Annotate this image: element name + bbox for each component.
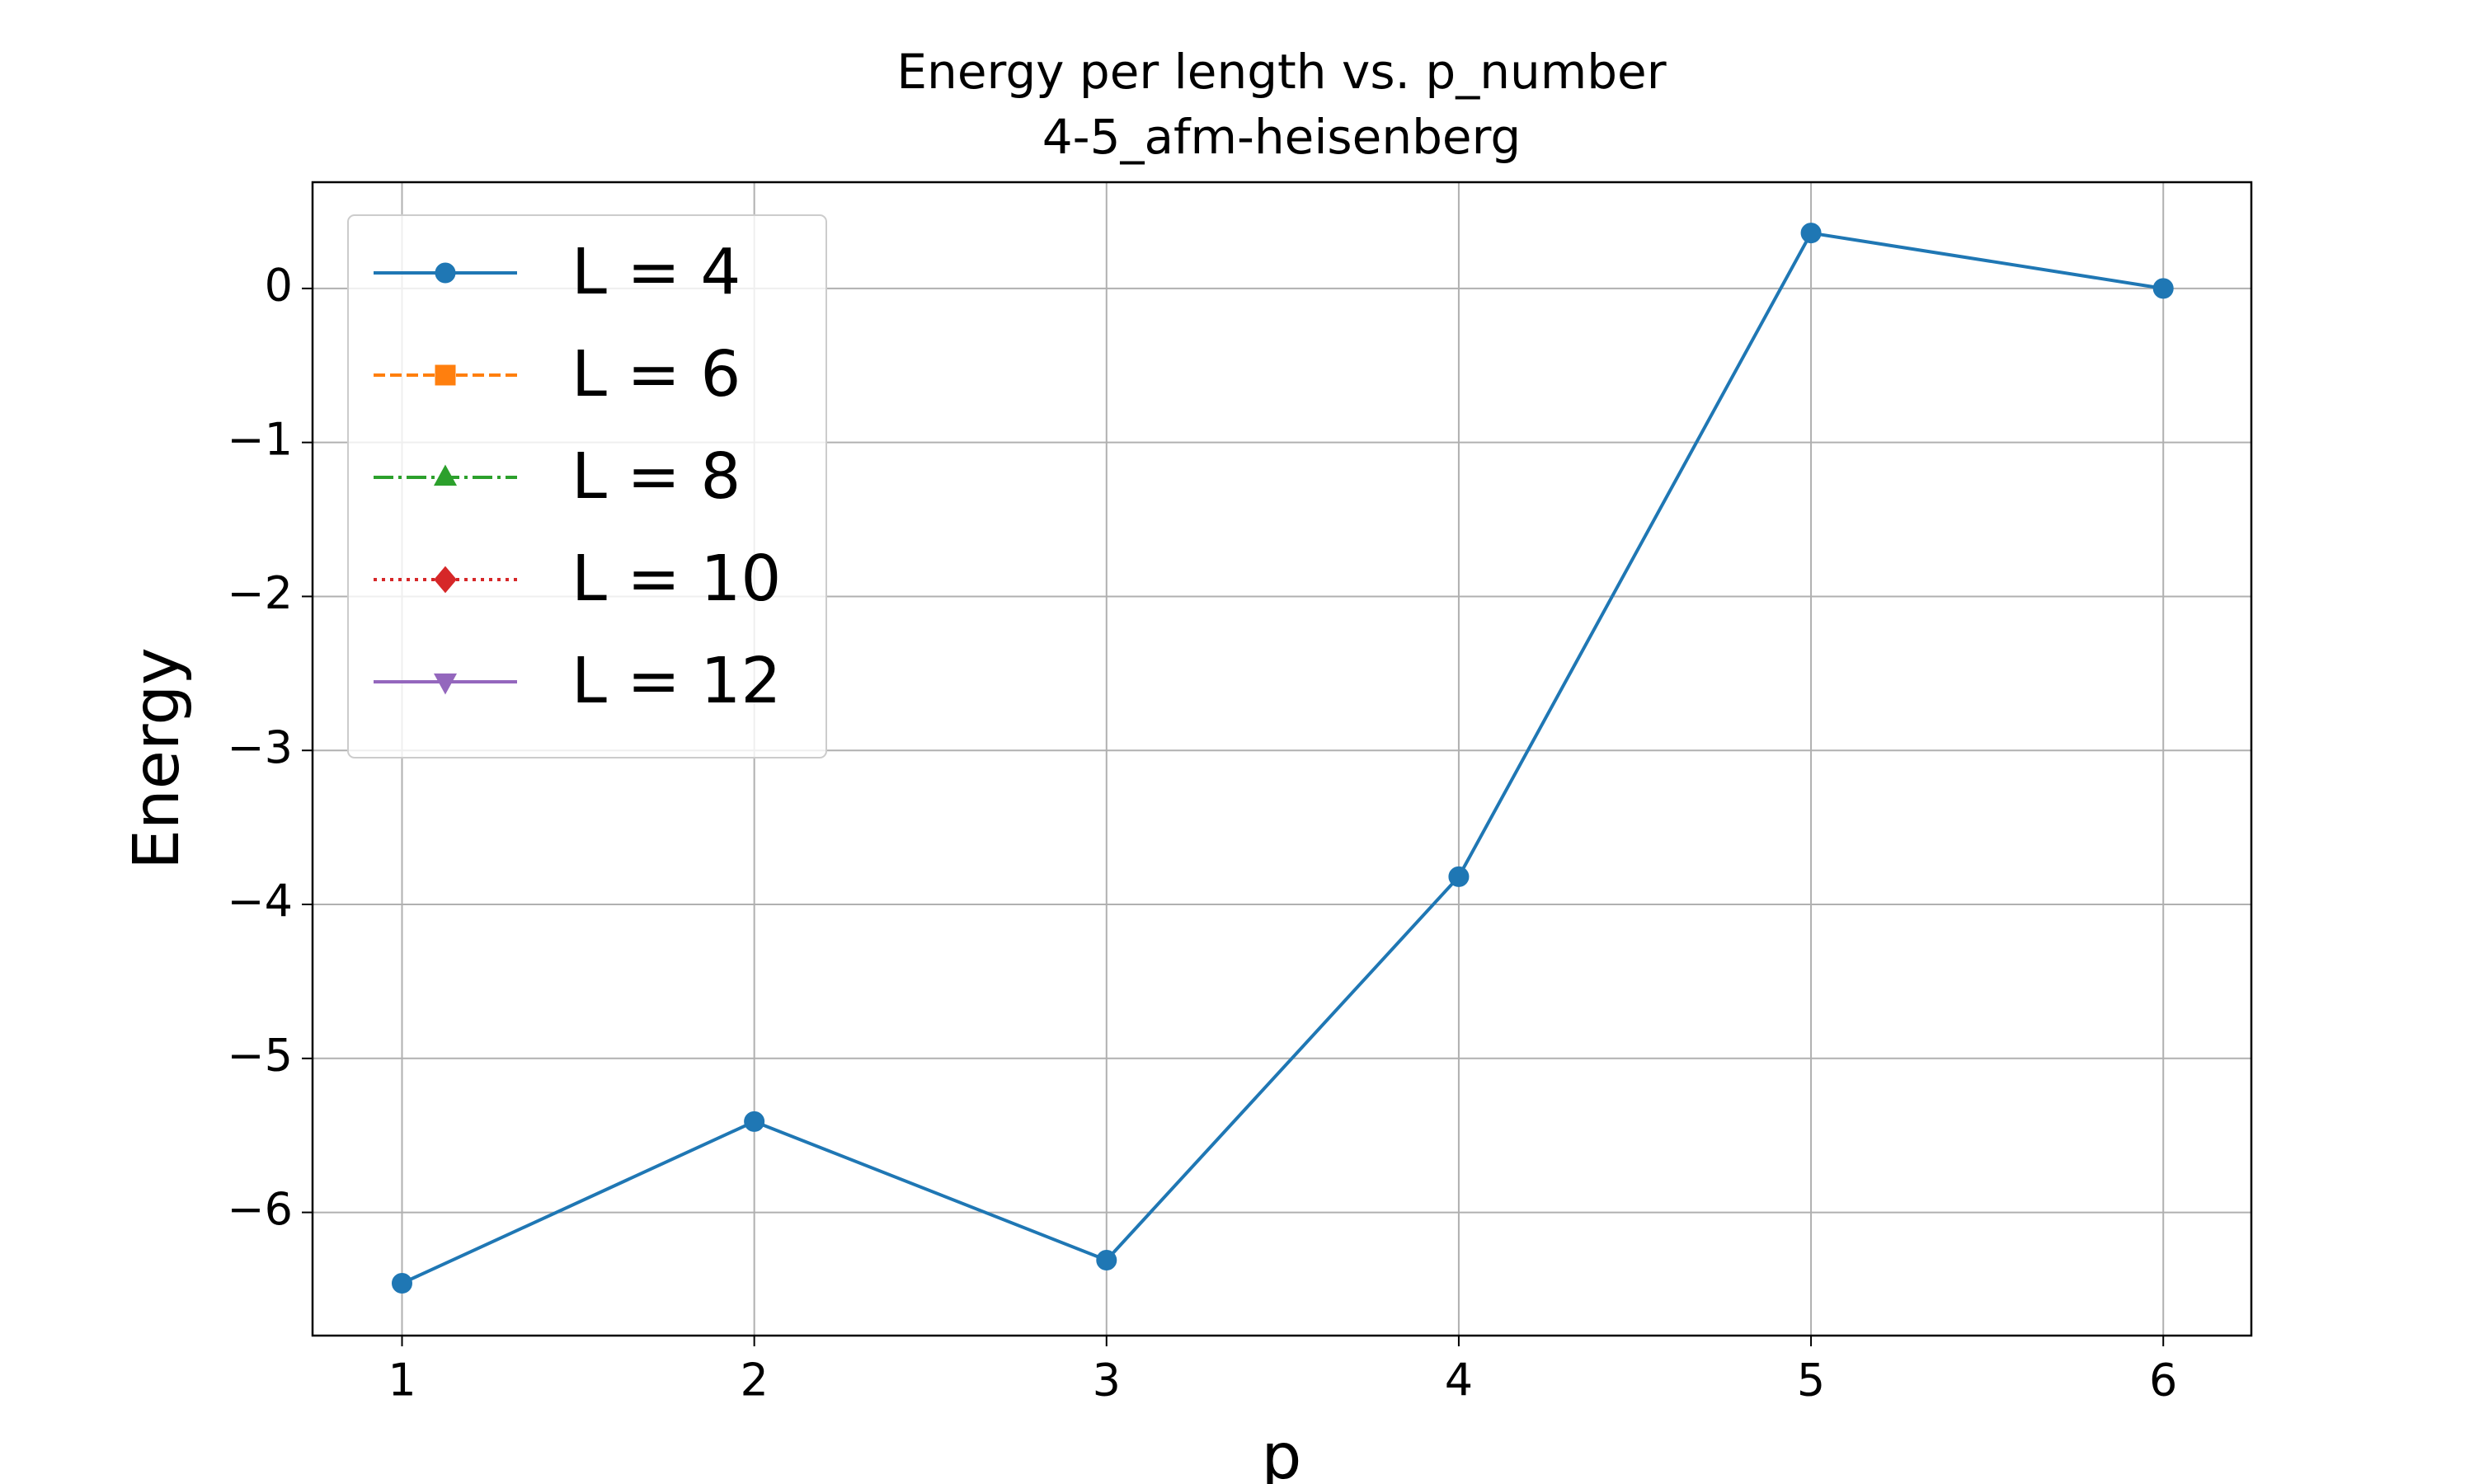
marker [434, 566, 457, 594]
marker [433, 464, 458, 486]
legend-label: L = 4 [571, 236, 741, 309]
y-tick-label: −5 [227, 1029, 293, 1081]
legend-label: L = 12 [571, 645, 781, 718]
marker [435, 262, 456, 284]
x-tick-label: 4 [1445, 1355, 1473, 1407]
plot-frame [311, 181, 2253, 1337]
x-tick-label: 6 [2149, 1355, 2177, 1407]
y-tick-label: −2 [227, 567, 293, 619]
y-tick-label: −4 [227, 876, 293, 928]
marker [1800, 223, 1822, 244]
x-tick-label: 3 [1093, 1355, 1121, 1407]
marker [744, 1111, 765, 1132]
legend-label: L = 10 [571, 542, 781, 616]
y-tick-label: −1 [227, 413, 293, 465]
x-tick-label: 1 [388, 1355, 416, 1407]
legend-label: L = 8 [571, 440, 741, 514]
y-tick-label: −6 [227, 1183, 293, 1235]
x-tick-label: 5 [1797, 1355, 1825, 1407]
legend: L = 4 L = 6 L = 8 L = 10 L = 12 [347, 214, 827, 758]
y-axis-label: Energy [120, 647, 194, 870]
legend-box [347, 214, 827, 758]
legend-label: L = 6 [571, 338, 741, 411]
chart-subtitle: 4-5_afm-heisenberg [1042, 109, 1521, 165]
marker [433, 673, 458, 695]
chart-title: Energy per length vs. p_number [896, 44, 1666, 100]
marker [391, 1272, 412, 1294]
series-line [401, 231, 2164, 1285]
marker [435, 364, 456, 386]
y-tick-label: −3 [227, 721, 293, 773]
y-tick-label: 0 [265, 260, 293, 312]
marker [1096, 1249, 1117, 1270]
marker [1448, 866, 1470, 887]
x-tick-label: 2 [740, 1355, 768, 1407]
marker [2152, 278, 2174, 299]
x-axis-label: p [1262, 1421, 1302, 1484]
